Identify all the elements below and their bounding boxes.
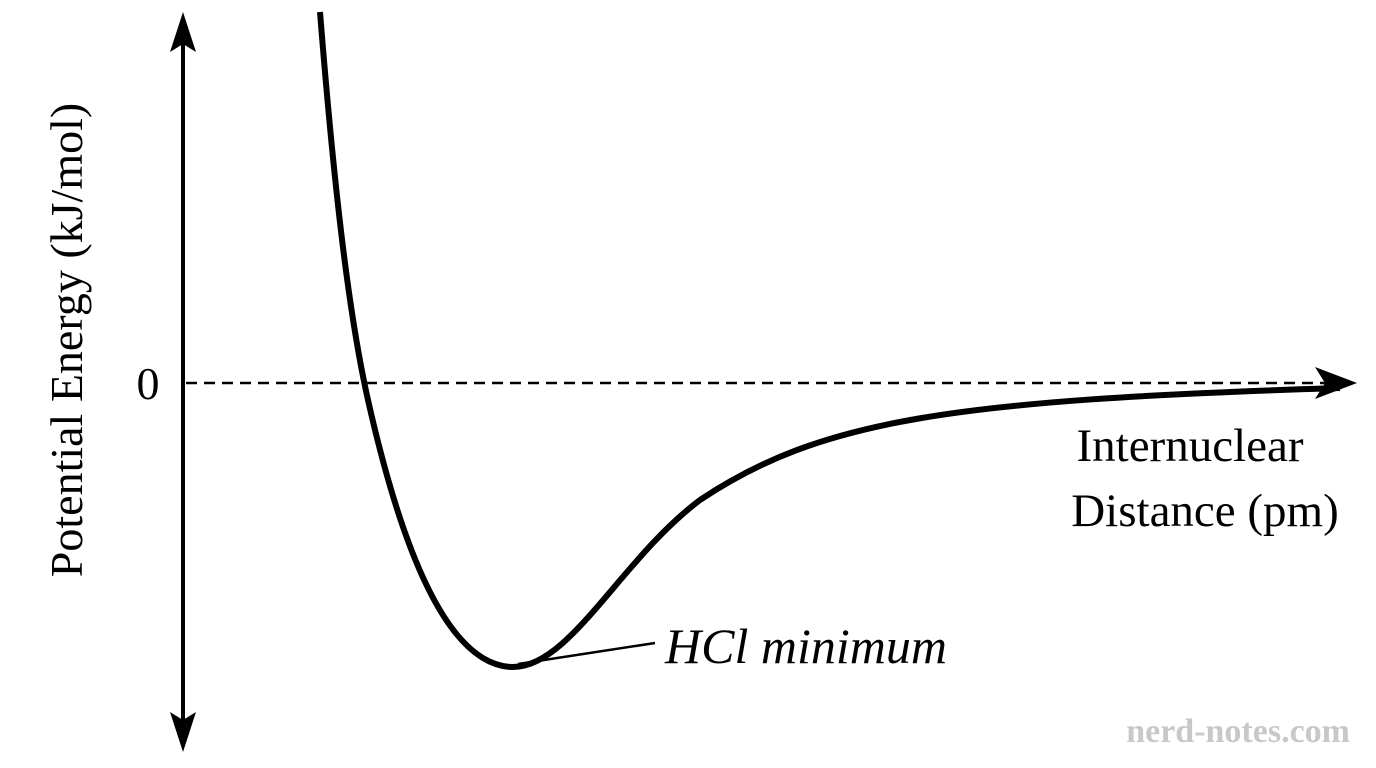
y-arrow-top xyxy=(170,12,196,52)
y-axis-label: Potential Energy (kJ/mol) xyxy=(41,103,92,577)
leader-line xyxy=(517,641,656,666)
watermark: nerd-notes.com xyxy=(1126,713,1350,750)
annotation: HCl minimum xyxy=(664,618,947,674)
x-axis-label: Distance (pm) xyxy=(1071,485,1339,537)
energy-curve xyxy=(317,11,1341,671)
x-axis-label: Internuclear xyxy=(1076,420,1303,472)
y-arrow-bottom xyxy=(170,712,196,752)
zero-label: 0 xyxy=(137,358,160,409)
